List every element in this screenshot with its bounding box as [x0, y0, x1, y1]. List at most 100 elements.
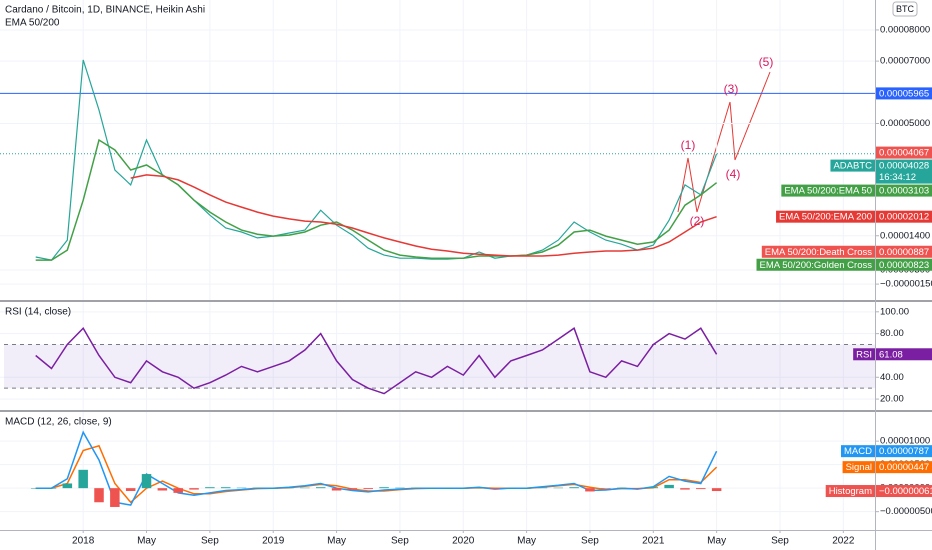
series-name-label: EMA 50/200:Golden Cross [760, 260, 873, 271]
price-label-box [876, 184, 932, 197]
histogram-bar [474, 487, 484, 489]
x-tick-label: May [707, 536, 726, 547]
x-tick-label: May [517, 536, 536, 547]
price-label: 61.08 [879, 349, 903, 360]
x-tick-label: Sep [391, 536, 409, 547]
histogram-bar [616, 487, 627, 489]
histogram-bar [664, 484, 674, 489]
histogram-bar [236, 487, 247, 489]
y-tick-label: 0.00008000 [880, 24, 930, 35]
histogram-bar [94, 488, 104, 503]
histogram-bar [331, 488, 342, 491]
histogram-bar [537, 487, 548, 489]
histogram-bar [458, 488, 469, 489]
y-tick-label: −0.00000150 [880, 279, 932, 290]
wave-label: (5) [759, 55, 774, 69]
histogram-bar [220, 487, 231, 489]
histogram-bar [696, 488, 706, 490]
price-label-box [876, 210, 932, 223]
pane-title: RSI (14, close) [5, 307, 71, 318]
series-name-box [825, 485, 875, 498]
series-line [130, 174, 717, 257]
histogram-bar [632, 488, 643, 489]
wave-lines [677, 71, 771, 213]
series-name-box [761, 245, 875, 258]
countdown-label: 16:34:12 [879, 172, 916, 183]
price-label: 0.00003103 [879, 186, 929, 197]
histogram-bar [680, 488, 690, 490]
x-tick-label: 2019 [262, 536, 285, 547]
histogram-bar [601, 488, 611, 489]
price-label-box [876, 461, 932, 474]
x-tick-label: May [327, 536, 346, 547]
y-tick-label: 80.00 [880, 328, 904, 339]
series-name-label: EMA 50/200:Death Cross [765, 247, 872, 258]
histogram-bar [173, 488, 183, 493]
series-name-label: EMA 50/200:EMA 50 [784, 186, 872, 197]
x-tick-label: Sep [771, 536, 789, 547]
histogram-bar [379, 487, 389, 489]
histogram-bar [157, 488, 168, 491]
indicator-label: EMA 50/200 [5, 18, 60, 29]
y-tick-label: 100.00 [880, 306, 909, 317]
price-label: 0.00000887 [879, 247, 929, 258]
histogram-bar [506, 488, 516, 489]
y-tick-label: 0.00007000 [880, 56, 930, 67]
series-line [35, 138, 718, 261]
x-tick-label: 2021 [642, 536, 665, 547]
series-name-box [841, 445, 875, 458]
price-label-box [876, 159, 932, 184]
price-label-box [876, 258, 932, 271]
wave-label: (2) [690, 214, 705, 228]
series-name-label: MACD [844, 446, 872, 457]
histogram-bar [315, 487, 326, 489]
series-name-box [776, 210, 875, 223]
x-tick-label: Sep [581, 536, 599, 547]
y-tick-label: 20.00 [880, 394, 904, 405]
histogram-bar [141, 474, 152, 489]
histogram-bar [205, 487, 215, 489]
histogram-bar [268, 488, 278, 489]
currency-button-label[interactable]: BTC [896, 4, 915, 14]
histogram-bar [426, 488, 437, 489]
histogram-bar [46, 488, 57, 489]
wave-label: (3) [724, 82, 739, 96]
currency-button[interactable] [892, 1, 918, 17]
price-label: 0.00000447 [879, 462, 929, 473]
series-name-box [830, 159, 875, 172]
histogram-bar [490, 488, 500, 490]
histogram-bar [648, 487, 659, 489]
histogram-bar [363, 488, 373, 490]
price-label: −0.00000061 [879, 486, 932, 497]
histogram-bar [252, 487, 263, 489]
series-line [35, 326, 718, 395]
price-label-box [876, 348, 932, 361]
histogram-bar [125, 488, 136, 491]
histogram-bar [300, 487, 310, 489]
series-name-label: EMA 50/200:EMA 200 [779, 212, 872, 223]
price-label-box [876, 146, 932, 159]
histogram-bar [585, 488, 595, 492]
histogram-bar [62, 483, 73, 489]
series-name-box [781, 184, 875, 197]
price-label: 0.00004028 [879, 161, 929, 172]
histogram-bar [521, 488, 532, 489]
x-tick-label: May [137, 536, 156, 547]
price-label-box [876, 485, 932, 498]
price-label: 0.00005965 [879, 88, 929, 99]
price-label: 0.00000823 [879, 260, 929, 271]
series-name-label: Histogram [829, 486, 872, 497]
histogram-bar [569, 487, 579, 489]
histogram-bar [347, 488, 358, 490]
histogram-bar [442, 488, 453, 489]
series-name-label: Signal [846, 462, 872, 473]
histogram-bar [30, 488, 41, 489]
series-name-box [842, 461, 875, 474]
x-tick-label: 2020 [452, 536, 475, 547]
price-label-box [876, 445, 932, 458]
histogram-bar [110, 488, 120, 507]
